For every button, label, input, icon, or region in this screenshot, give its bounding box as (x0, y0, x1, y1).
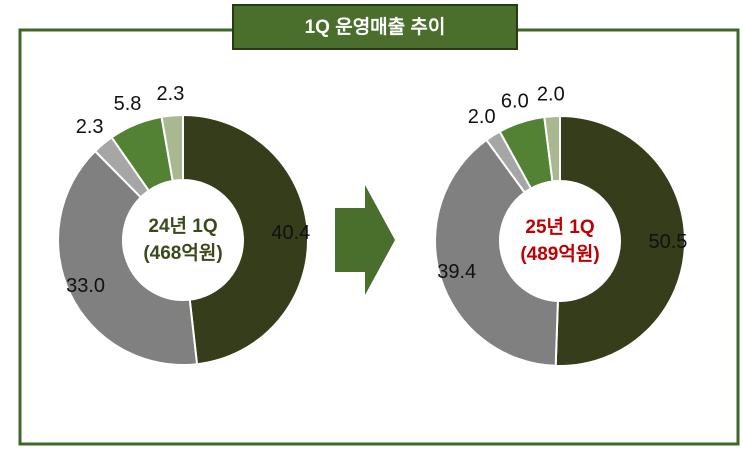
donut-slice (543, 114, 561, 183)
chart-title: 1Q 운영매출 추이 (305, 16, 446, 38)
value-label: 33.0 (66, 275, 105, 297)
donut-slice (434, 138, 559, 367)
value-label: 39.4 (437, 261, 476, 283)
value-label: 5.8 (114, 93, 142, 115)
value-label: 50.5 (649, 231, 688, 253)
donut-slice (57, 149, 199, 366)
center-label: 24년 1Q (148, 215, 217, 237)
title-box (232, 4, 518, 50)
value-label: 6.0 (501, 90, 529, 112)
center-label: (468억원) (143, 242, 222, 264)
donut-slice (182, 113, 309, 366)
value-label: 40.4 (271, 222, 310, 244)
donut-slice (554, 114, 686, 367)
center-label: (489억원) (520, 243, 599, 265)
value-label: 2.3 (157, 83, 185, 105)
center-label: 25년 1Q (525, 216, 594, 238)
value-label: 2.3 (76, 116, 104, 138)
arrow (335, 185, 395, 295)
value-label: 2.0 (468, 106, 496, 128)
value-label: 2.0 (537, 84, 565, 106)
donut-slice (160, 113, 184, 183)
